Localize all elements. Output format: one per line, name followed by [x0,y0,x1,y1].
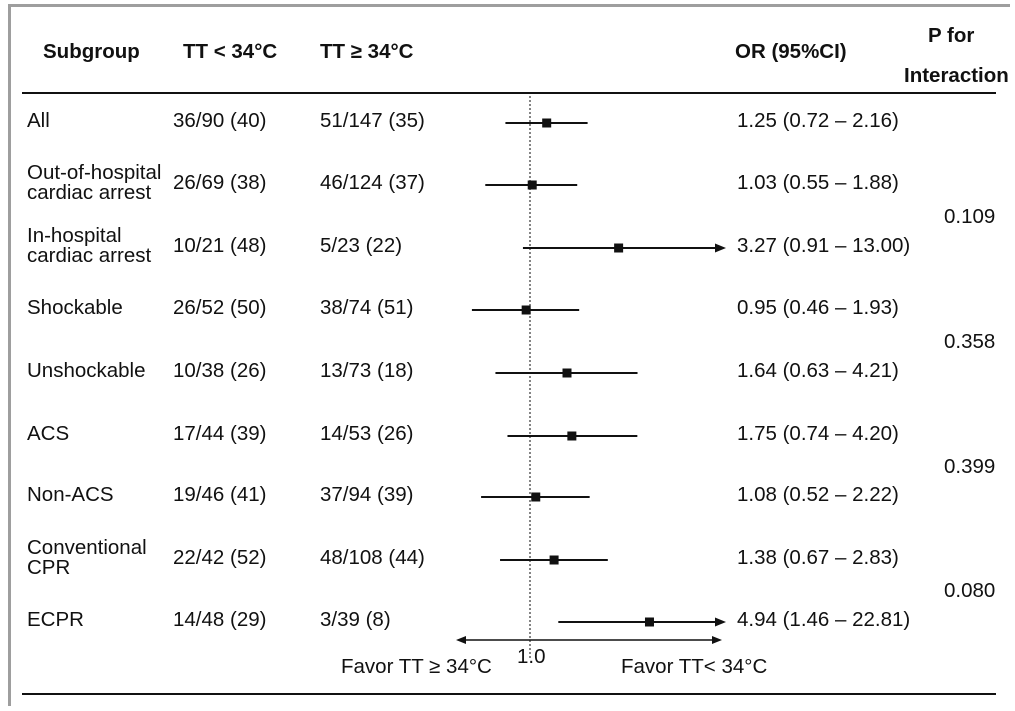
subgroup-label-line: Conventional [27,536,147,559]
subgroup-label-line: cardiac arrest [27,244,152,267]
subgroup-label: Non-ACS [27,483,114,506]
group-a-value: 26/69 (38) [173,171,267,194]
or-value: 1.08 (0.52 – 2.22) [737,483,899,506]
group-b-value: 3/39 (8) [320,608,391,631]
or-value: 1.38 (0.67 – 2.83) [737,546,899,569]
subgroup-label-line: Out-of-hospital [27,161,162,184]
group-b-value: 48/108 (44) [320,546,425,569]
subgroup-label: Shockable [27,296,123,319]
header-p-line1: P for [928,24,975,47]
group-b-value: 13/73 (18) [320,359,414,382]
figure-frame [8,4,1010,706]
group-b-value: 5/23 (22) [320,234,403,257]
point-estimate [521,305,531,315]
group-a-value: 10/38 (26) [173,359,267,382]
subgroup-label: Out-of-hospital cardiac arrest [27,161,162,204]
p-interaction-value: 0.080 [944,579,996,602]
subgroup-label-line: ECPR [27,608,84,631]
point-estimate [567,431,577,441]
point-estimate [542,118,552,128]
header-group-a: TT < 34°C [183,40,278,63]
favor-left-arrow [456,636,466,644]
group-b-value: 14/53 (26) [320,422,414,445]
subgroup-label-line: All [27,109,50,132]
header-or: OR (95%CI) [735,40,847,63]
group-a-value: 36/90 (40) [173,109,267,132]
ci-arrow [715,617,726,627]
or-value: 0.95 (0.46 – 1.93) [737,296,899,319]
subgroup-label: ECPR [27,608,84,631]
subgroup-label-line: cardiac arrest [27,181,152,204]
subgroup-label-line: ACS [27,422,70,445]
subgroup-label-line: Non-ACS [27,483,114,506]
subgroup-label: Unshockable [27,359,146,382]
or-value: 4.94 (1.46 – 22.81) [737,608,911,631]
or-value: 1.03 (0.55 – 1.88) [737,171,899,194]
subgroup-label-line: Shockable [27,296,123,319]
subgroup-label: All [27,109,50,132]
reference-value-label: 1.0 [517,645,546,668]
or-value: 1.75 (0.74 – 4.20) [737,422,899,445]
favor-right-label: Favor TT< 34°C [621,655,768,678]
p-interaction-value: 0.399 [944,454,996,478]
header-group-b: TT ≥ 34°C [320,40,414,63]
or-value: 1.25 (0.72 – 2.16) [737,109,899,132]
group-b-value: 46/124 (37) [320,171,425,194]
point-estimate [549,555,559,565]
group-a-value: 14/48 (29) [173,608,267,631]
subgroup-label-line: CPR [27,556,71,579]
point-estimate [562,368,572,378]
favor-left-label: Favor TT ≥ 34°C [341,655,492,678]
group-a-value: 22/42 (52) [173,546,267,569]
point-estimate [644,617,654,627]
group-b-value: 37/94 (39) [320,483,414,506]
p-interaction-value: 0.109 [944,204,996,228]
subgroup-label: In-hospital cardiac arrest [27,224,152,267]
group-a-value: 19/46 (41) [173,483,267,506]
favor-right-arrow [712,636,722,644]
group-b-value: 38/74 (51) [320,296,414,319]
point-estimate [614,243,624,253]
subgroup-label: Conventional CPR [27,536,147,579]
subgroup-label-line: In-hospital [27,224,122,247]
group-a-value: 17/44 (39) [173,422,267,445]
point-estimate [527,180,537,190]
or-value: 3.27 (0.91 – 13.00) [737,234,911,257]
header-rule [22,92,996,94]
ci-arrow [715,243,726,253]
group-a-value: 10/21 (48) [173,234,267,257]
group-a-value: 26/52 (50) [173,296,267,319]
subgroup-label: ACS [27,422,70,445]
bottom-rule [22,693,996,695]
group-b-value: 51/147 (35) [320,109,425,132]
subgroup-label-line: Unshockable [27,359,146,382]
header-p-line2: Interaction [904,64,1009,87]
point-estimate [531,492,541,502]
header-subgroup: Subgroup [43,40,140,63]
p-interaction-value: 0.358 [944,329,996,353]
or-value: 1.64 (0.63 – 4.21) [737,359,899,382]
